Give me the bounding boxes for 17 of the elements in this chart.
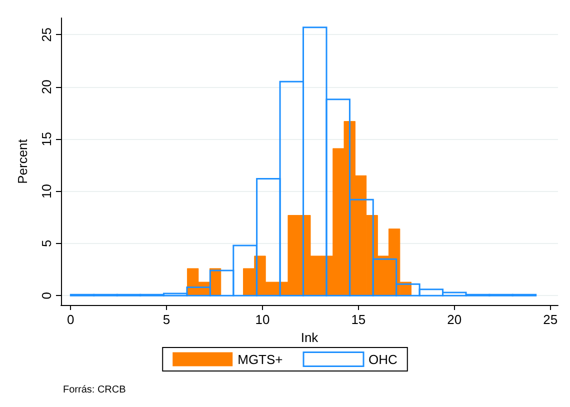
x-tick-label: 0	[66, 312, 74, 327]
y-tick-label: 25	[39, 27, 54, 42]
x-tick-label: 10	[255, 312, 270, 327]
y-tick-label: 5	[39, 240, 54, 248]
x-tick-label: 15	[351, 312, 366, 327]
x-axis-title: Ink	[300, 330, 319, 345]
y-tick-label: 0	[39, 292, 54, 300]
text: Forrás: CRCB	[63, 384, 126, 396]
legend-label: MGTS+	[238, 352, 283, 367]
legend-label: OHC	[368, 352, 398, 367]
y-tick-label: 15	[39, 132, 54, 146]
x-tick-label: 5	[162, 312, 170, 327]
y-tick-label: 10	[39, 184, 54, 198]
x-tick-label: 25	[543, 312, 558, 327]
y-axis-title: Percent	[15, 138, 30, 184]
y-tick-label: 20	[39, 80, 54, 94]
x-tick-label: 20	[447, 312, 462, 327]
